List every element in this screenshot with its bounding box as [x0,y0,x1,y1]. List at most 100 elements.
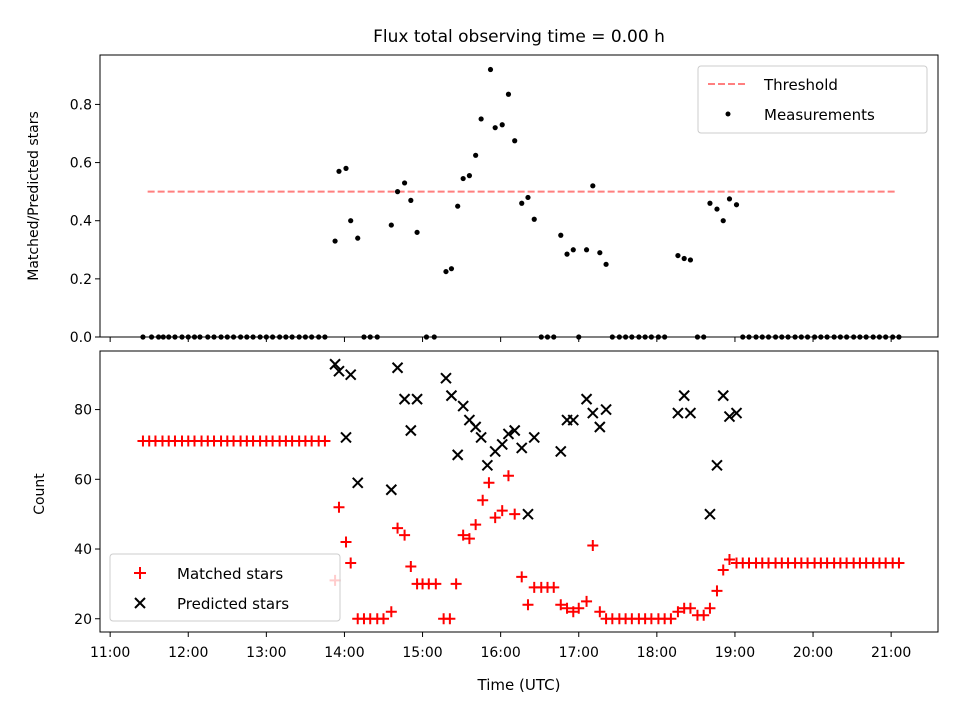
matched-star-marker [672,606,684,618]
predicted-star-marker [567,414,579,426]
measurement-point [583,247,590,253]
top-y-axis-label: Matched/Predicted stars [26,111,42,281]
matched-star-marker [392,522,404,534]
predicted-star-marker [398,393,411,405]
measurement-point [478,116,484,122]
x-tick-label: 16:00 [480,645,520,661]
measurement-point [473,152,479,158]
predicted-star-marker [496,438,508,451]
predicted-star-marker [411,393,423,405]
top-y-tick-label: 0.0 [70,330,92,346]
matched-star-marker [470,519,482,531]
measurement-point [558,232,564,238]
predicted-star-marker [684,407,697,419]
predicted-star-marker [730,407,743,419]
bottom-y-tick-label: 20 [74,612,92,628]
predicted-star-marker [600,403,612,416]
predicted-star-marker [717,389,729,402]
matched-star-marker [385,606,397,618]
predicted-star-marker [451,449,464,461]
measurement-point [675,252,681,259]
x-tick-label: 20:00 [793,645,833,661]
matched-star-marker [581,595,593,607]
matched-star-marker [333,501,345,513]
predicted-star-marker [385,484,398,496]
predicted-star-marker [516,442,528,454]
predicted-star-marker [457,400,469,412]
bottom-y-tick-label: 60 [74,472,92,488]
matched-star-marker [450,578,462,590]
x-tick-label: 12:00 [168,645,208,661]
measurement-point [394,189,401,195]
measurement-point [570,247,576,253]
predicted-star-marker [405,424,417,437]
legend-predicted-label: Predicted stars [177,595,289,613]
measurement-point [707,200,713,206]
matched-star-marker [405,560,417,572]
predicted-star-marker [340,431,352,444]
predicted-star-marker [723,410,736,423]
measurement-point [597,250,603,256]
bottom-plot-frame [99,350,939,633]
measurement-point [443,268,449,275]
legend-threshold-label: Threshold [763,76,838,94]
matched-star-marker [377,613,389,625]
predicted-star-marker [333,365,345,377]
predicted-star-marker [522,508,534,520]
legend-predicted-swatch [134,597,146,609]
measurement-point [505,91,512,97]
legend-measurements-swatch [725,111,731,117]
measurement-point [499,122,505,128]
bottom-y-axis-label: Count [32,473,48,515]
matched-star-marker [893,557,905,569]
bottom-plot: 11:00 12:00 13:00 14:00 15:00 16:00 17:00 18:00… [32,350,939,694]
matched-star-marker [489,512,501,524]
measurement-point [448,266,455,272]
top-y-tick-label: 0.2 [70,272,92,288]
legend-matched-label: Matched stars [177,565,283,583]
matched-star-marker [717,564,729,576]
predicted-star-marker [711,459,723,472]
matched-star-marker [665,613,677,625]
measurement-point [492,125,498,131]
x-tick-label: 14:00 [324,645,364,661]
predicted-star-marker [481,459,494,472]
matched-star-marker [555,599,567,611]
legend-measurements-label: Measurements [764,106,875,124]
x-tick-label: 11:00 [90,645,130,661]
measurement-point [348,218,354,224]
matched-star-marker [502,470,514,482]
matched-star-marker [319,435,331,447]
matched-star-marker [457,529,469,541]
matched-star-marker [594,606,606,618]
measurement-point [336,168,342,174]
matched-star-marker [463,533,475,545]
measurement-point [720,218,726,224]
x-tick-label: 19:00 [715,645,755,661]
predicted-star-marker [508,424,521,437]
top-legend-box [697,65,928,134]
measurement-point [408,197,414,203]
predicted-star-marker [391,362,404,374]
top-y-tick-label: 0.6 [70,156,92,172]
matched-star-marker [340,536,352,548]
matched-star-marker [477,494,489,506]
predicted-star-marker [440,372,452,384]
measurement-point [590,183,596,189]
predicted-star-marker [678,389,690,402]
top-y-tick-label: 0.4 [70,214,92,230]
measurement-point [681,255,687,262]
matched-star-marker [509,508,521,520]
matched-star-marker [711,585,723,597]
x-axis-label: Time (UTC) [477,676,561,694]
measurement-point [519,200,525,206]
matched-star-marker [399,529,411,541]
matched-star-marker [684,602,696,614]
matched-star-marker [483,477,495,489]
predicted-star-marker [329,358,341,370]
x-tick-label: 18:00 [637,645,677,661]
predicted-star-marker [352,477,364,489]
measurement-point [733,202,740,208]
x-tick-label: 17:00 [559,645,599,661]
